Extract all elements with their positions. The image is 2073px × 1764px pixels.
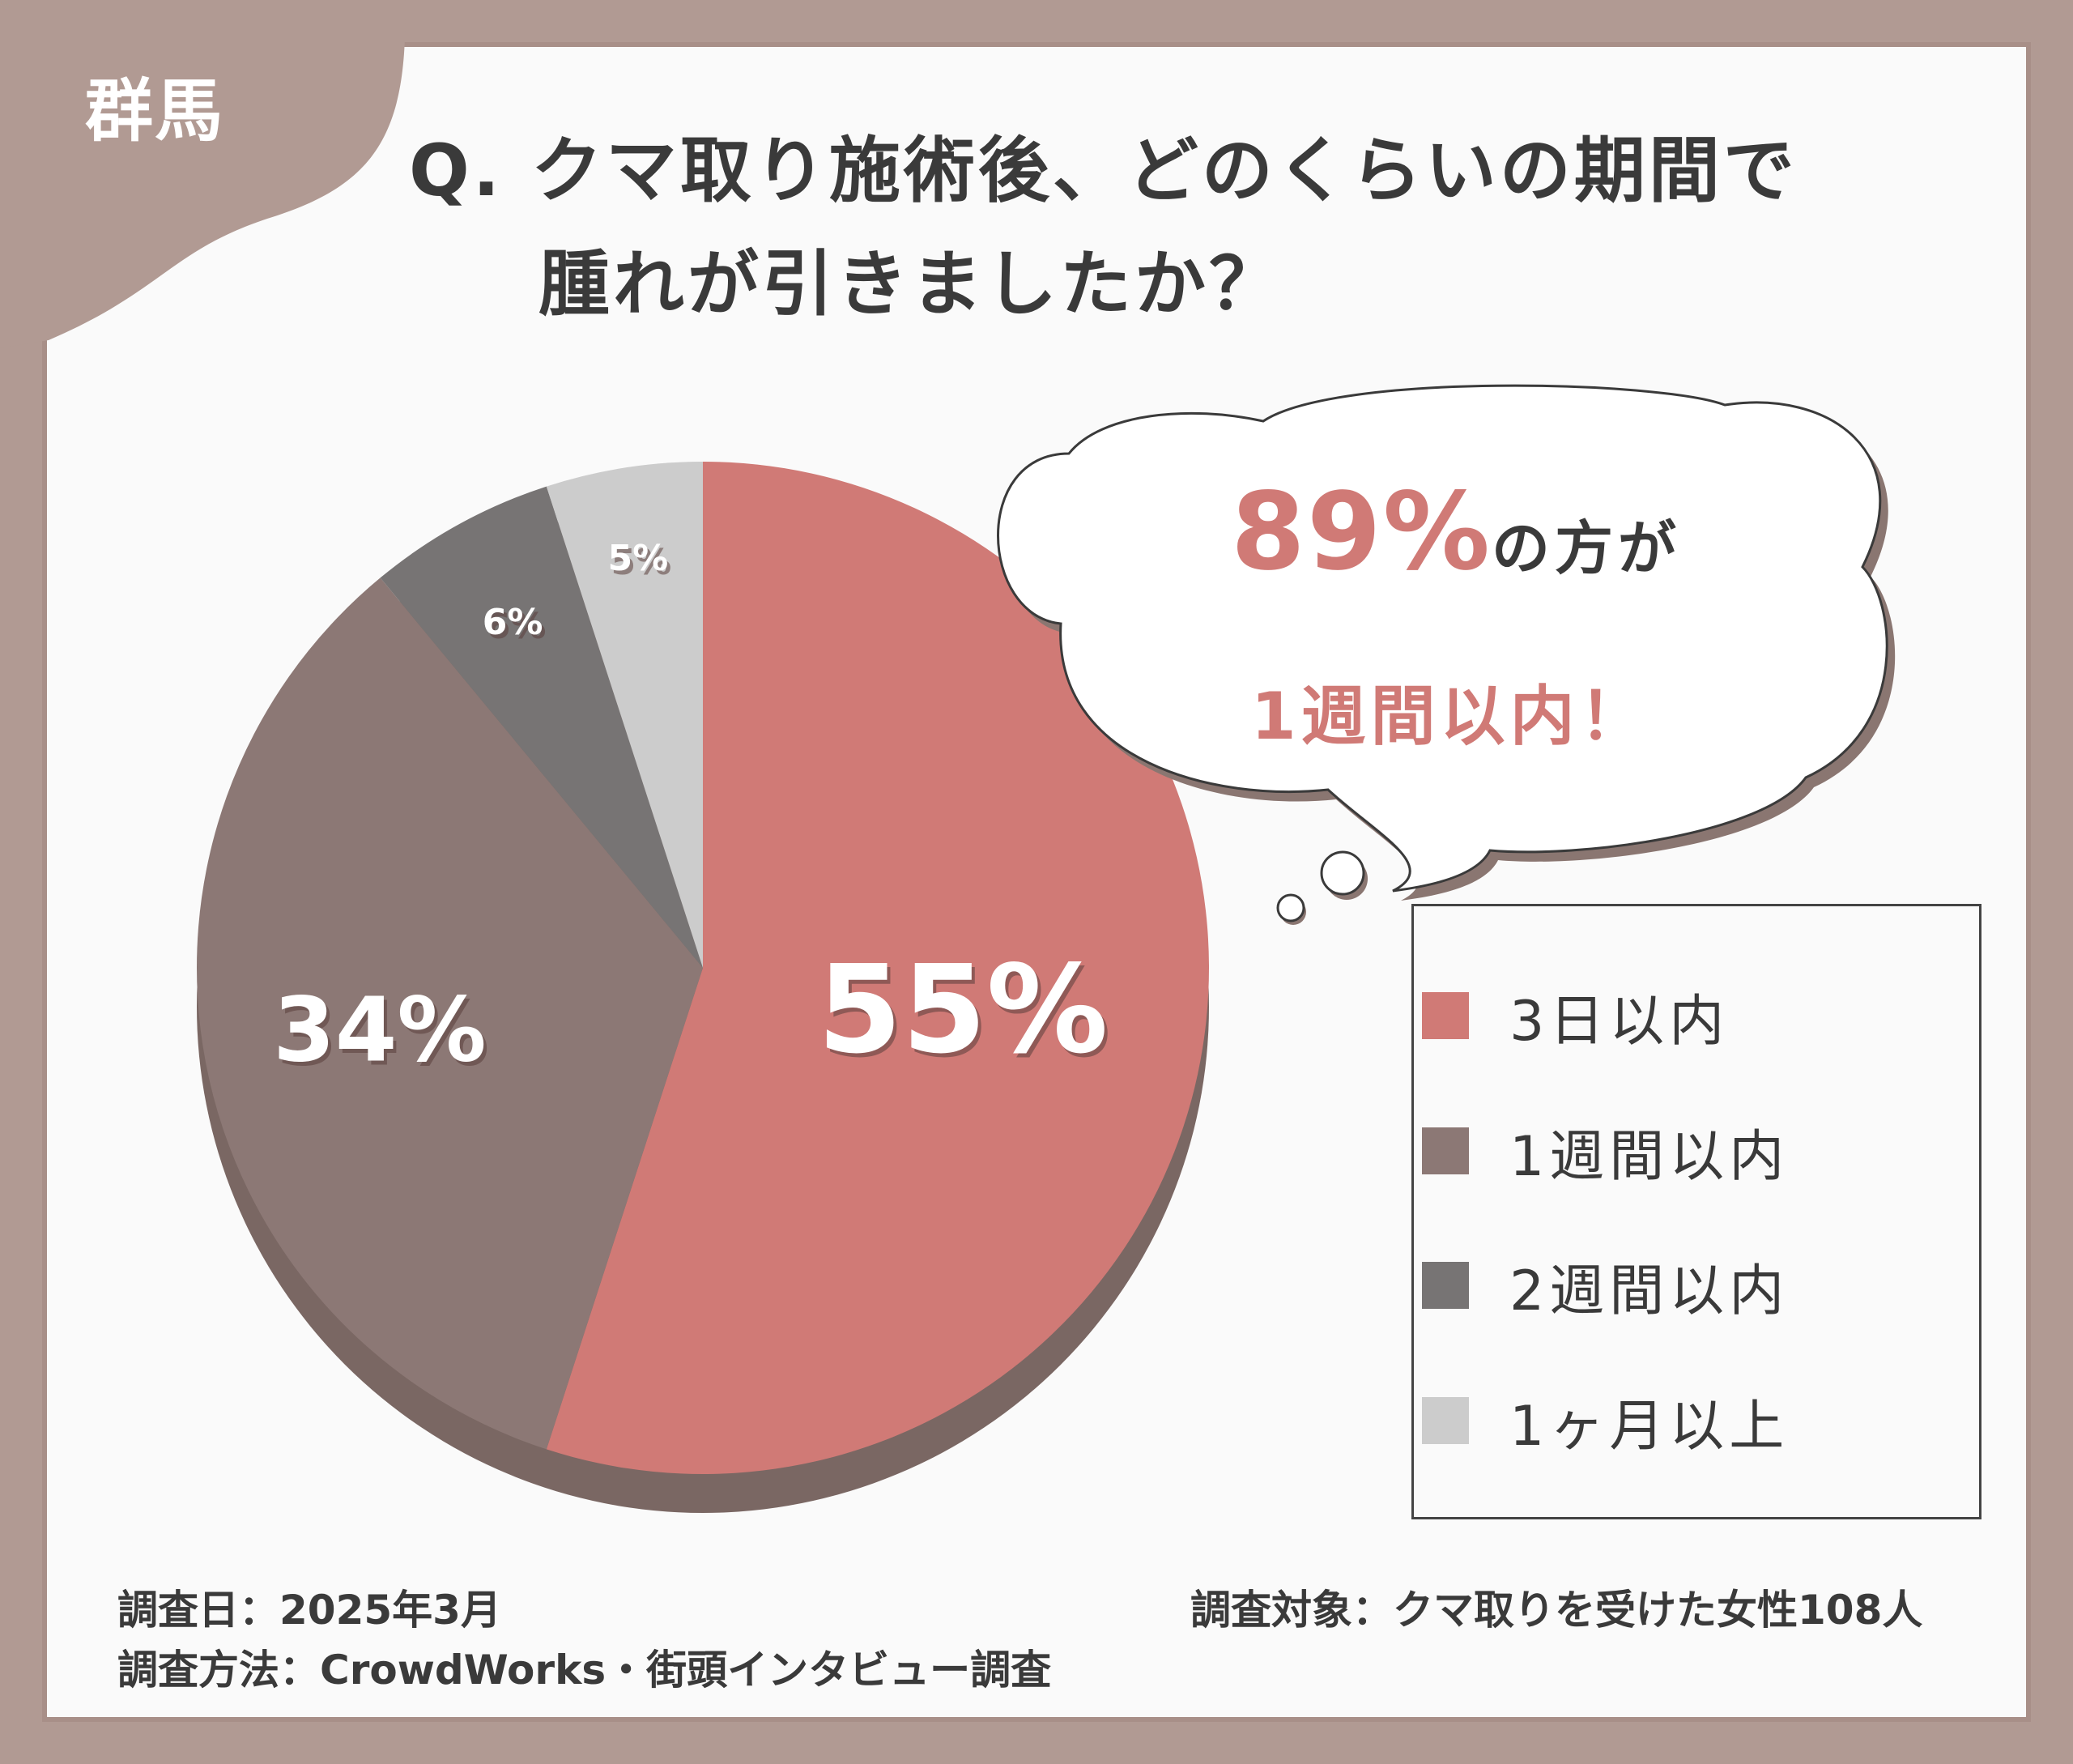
callout-percent: 89% xyxy=(1231,470,1492,594)
survey-date: 調査日：2025年3月 xyxy=(117,1587,501,1634)
legend-item: 1ヶ月以上 xyxy=(1414,1392,1789,1459)
pie-slice xyxy=(546,462,1210,1475)
chart-title-line1: Q. クマ取り施術後、どのくらいの期間で xyxy=(409,129,1798,212)
slice-label-shadow: 6% xyxy=(486,606,547,647)
legend-label: 2週間以内 xyxy=(1509,1259,1790,1323)
pie-slice xyxy=(546,462,703,968)
slice-label-shadow: 55% xyxy=(820,944,1111,1084)
pie-slices xyxy=(196,462,1210,1475)
survey-method: 調査方法：CrowdWorks・街頭インタビュー調査 xyxy=(117,1647,1052,1694)
legend-swatch xyxy=(1422,1127,1469,1174)
legend: 3日以内 1週間以内 2週間以内 1ヶ月以上 xyxy=(1411,904,1981,1519)
legend-item: 3日以内 xyxy=(1414,987,1729,1054)
slice-data-label: 5% xyxy=(607,538,668,579)
pie-slice xyxy=(380,486,703,968)
pie-labels: 55%55% 34%34% 6%6% 5%5% xyxy=(273,538,1111,1085)
slice-data-label: 55% xyxy=(817,940,1108,1080)
chart-title-line2: 腫れが引きましたか？ xyxy=(538,242,1284,326)
legend-item: 1週間以内 xyxy=(1414,1123,1789,1189)
legend-label: 3日以内 xyxy=(1509,989,1730,1054)
legend-swatch xyxy=(1422,992,1469,1039)
callout-bubble xyxy=(997,384,1896,925)
survey-target: 調査対象：クマ取りを受けた女性108人 xyxy=(1190,1587,1923,1634)
slice-label-shadow: 34% xyxy=(276,982,489,1086)
legend-item: 2週間以内 xyxy=(1414,1257,1789,1323)
legend-label: 1ヶ月以上 xyxy=(1509,1394,1790,1459)
legend-swatch xyxy=(1422,1262,1469,1309)
callout-headline: 89%の方が xyxy=(1231,470,1681,594)
pie-slice xyxy=(196,577,703,1450)
callout-text: の方が xyxy=(1491,514,1681,582)
callout-subtext: 1週間以内！ xyxy=(1251,679,1649,754)
slice-data-label: 6% xyxy=(483,602,543,643)
legend-label: 1週間以内 xyxy=(1509,1124,1790,1189)
slice-label-shadow: 5% xyxy=(611,542,671,583)
corner-tab xyxy=(0,0,406,348)
slice-data-label: 34% xyxy=(273,978,486,1082)
legend-swatch xyxy=(1422,1397,1469,1444)
region-label: 群馬 xyxy=(85,71,225,151)
